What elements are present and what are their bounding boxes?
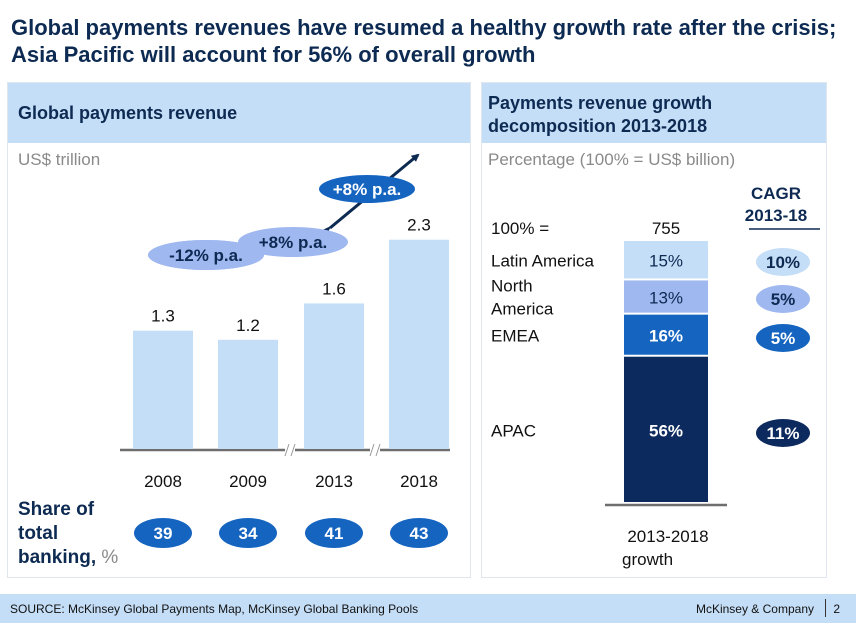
- unit-label: US$ trillion: [18, 150, 101, 169]
- segment-latin-america: [624, 241, 708, 279]
- segment-north-america: [624, 280, 708, 313]
- header-line-2: decomposition 2013-2018: [488, 116, 708, 136]
- share-label-line-1: Share of: [18, 499, 95, 520]
- slide-title: Global payments revenues have resumed a …: [11, 15, 837, 67]
- brand-label: McKinsey & Company: [695, 602, 814, 616]
- bar-2009: [218, 339, 278, 449]
- share-label-line-3: banking,: [18, 547, 97, 568]
- footer-divider: [825, 599, 826, 617]
- segment-apac: [624, 356, 708, 502]
- page-number: 2: [833, 602, 840, 616]
- segment-emea: [624, 314, 708, 355]
- share-bubble: [219, 518, 277, 548]
- category-label: 2008: [144, 472, 182, 491]
- axis-break-mark: [284, 443, 290, 457]
- share-bubble: [390, 518, 448, 548]
- category-label-line-2: growth: [622, 550, 673, 569]
- revenue-bar-chart: 1.3 2008 39 1.2 2009 34 1.6 2013 41 2.3 2018 43 -12%…: [120, 153, 450, 548]
- cagr-value: 11%: [766, 424, 799, 443]
- cagr-bubble: [756, 419, 810, 447]
- segment-share-label: 56%: [649, 421, 683, 440]
- axis-break-mark: [375, 443, 381, 457]
- segment-share-label: 13%: [649, 289, 683, 308]
- panel-header-decomposition: Payments revenue growth decomposition 20…: [482, 83, 826, 143]
- cagr-header-years: 2013-18: [745, 206, 807, 225]
- category-label: 2018: [400, 472, 438, 491]
- growth-rate-label: +8% p.a.: [259, 233, 328, 252]
- bar-2018: [389, 239, 449, 449]
- footer: SOURCE: McKinsey Global Payments Map, Mc…: [0, 594, 856, 623]
- cagr-value: 5%: [771, 329, 796, 348]
- share-bubble: [305, 518, 363, 548]
- percentage-unit-label: Percentage (100% = US$ billion): [488, 150, 736, 169]
- axis-break-mark: [369, 443, 375, 457]
- share-bubble-value: 41: [325, 524, 344, 543]
- growth-rate-label: +8% p.a.: [333, 180, 402, 199]
- region-label: America: [491, 300, 554, 319]
- cagr-bubble: [756, 324, 810, 352]
- panel-header-global-revenue: Global payments revenue: [8, 83, 470, 143]
- share-of-banking-label: Share of total banking, %: [18, 498, 118, 570]
- region-label: EMEA: [491, 327, 540, 346]
- share-bubble: [134, 518, 192, 548]
- cagr-value: 10%: [766, 253, 800, 272]
- bar-value-label: 1.2: [236, 316, 260, 335]
- growth-bubble: [148, 240, 264, 270]
- region-label: APAC: [491, 421, 536, 440]
- cagr-bubble: [756, 285, 810, 313]
- bar-value-label: 1.6: [322, 279, 346, 298]
- share-bubble-value: 43: [410, 524, 429, 543]
- source-note: SOURCE: McKinsey Global Payments Map, Mc…: [10, 602, 419, 616]
- axis-break-mark: [290, 443, 296, 457]
- segment-share-label: 15%: [649, 252, 683, 271]
- category-label: 2013-2018: [627, 527, 708, 546]
- share-label-line-2: total: [18, 523, 59, 544]
- bar-value-label: 1.3: [151, 307, 175, 326]
- category-label: 2013: [315, 472, 353, 491]
- segment-share-label: 16%: [649, 327, 683, 346]
- region-label: North: [491, 277, 533, 296]
- cagr-header: CAGR: [751, 184, 801, 203]
- bar-2008: [133, 330, 193, 449]
- share-label-unit: %: [101, 547, 119, 568]
- share-bubble-value: 34: [239, 524, 258, 543]
- cagr-bubble: [756, 248, 810, 276]
- growth-rate-label: -12% p.a.: [169, 246, 243, 265]
- total-value: 755: [652, 219, 680, 238]
- cagr-value: 5%: [771, 290, 796, 309]
- growth-bubble: [319, 175, 415, 203]
- header-line-1: Payments revenue growth: [488, 93, 713, 113]
- bar-2013: [304, 303, 364, 449]
- share-bubble-value: 39: [154, 524, 173, 543]
- axis-break-gap: [285, 447, 295, 453]
- decomposition-stacked-chart: 100% = 755 CAGR 2013-18 15% Latin America 10% 1…: [491, 184, 820, 569]
- category-label: 2009: [229, 472, 267, 491]
- axis-break-gap: [370, 447, 380, 453]
- region-label: Latin America: [491, 252, 595, 271]
- growth-bubble: [238, 227, 348, 257]
- bar-value-label: 2.3: [407, 216, 431, 235]
- total-label: 100% =: [491, 219, 549, 238]
